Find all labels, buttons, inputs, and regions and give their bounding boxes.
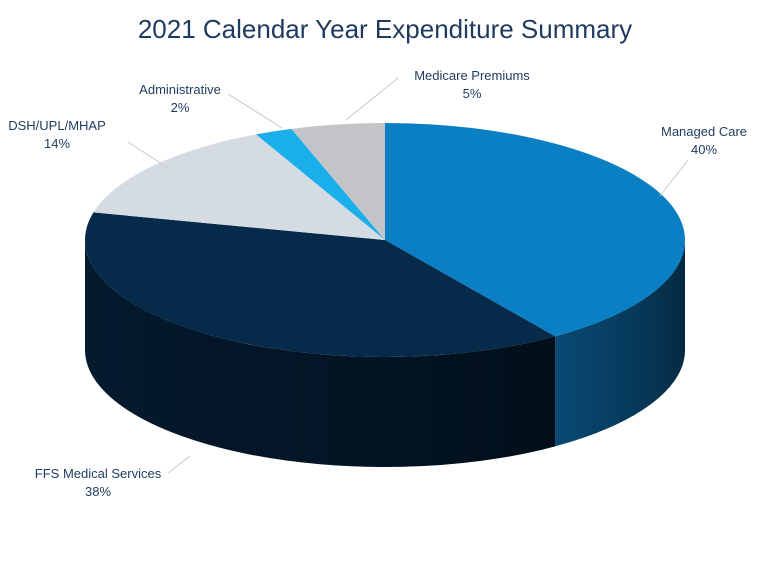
slice-administrative[interactable]: [256, 128, 385, 240]
slice-label-dsh-upl-mhap: DSH/UPL/MHAP: [8, 118, 106, 133]
slice-value-administrative: 2%: [171, 100, 190, 115]
leader-lines: [127, 77, 689, 474]
leader-line-administrative: [227, 93, 283, 129]
leader-line-managed-care: [659, 159, 689, 197]
slice-label-medicare-premiums: Medicare Premiums: [414, 68, 530, 83]
leader-line-dsh-upl-mhap: [127, 141, 169, 169]
pie-top-layer: [84, 123, 686, 358]
slice-value-managed-care: 40%: [691, 142, 717, 157]
slice-value-ffs-medical-services: 38%: [85, 484, 111, 499]
slice-labels: Managed Care 40% FFS Medical Services 38% DS…: [8, 68, 747, 499]
leader-line-ffs-medical-services: [167, 455, 191, 474]
slice-side-shade-ffs-medical-services: [85, 240, 556, 468]
slice-label-managed-care: Managed Care: [661, 124, 747, 139]
slice-value-dsh-upl-mhap: 14%: [44, 136, 70, 151]
leader-line-medicare-premiums: [345, 77, 399, 121]
slice-managed-care[interactable]: [385, 123, 686, 337]
slice-ffs-medical-services[interactable]: [84, 212, 556, 358]
pie-depth-layer: [85, 240, 685, 468]
slice-label-ffs-medical-services: FFS Medical Services: [35, 466, 162, 481]
chart-title: 2021 Calendar Year Expenditure Summary: [137, 14, 633, 44]
slice-side-shade-managed-care: [555, 240, 685, 447]
slice-label-administrative: Administrative: [139, 82, 221, 97]
slice-medicare-premiums[interactable]: [291, 123, 385, 240]
slice-value-medicare-premiums: 5%: [463, 86, 482, 101]
slice-dsh-upl-mhap[interactable]: [93, 134, 385, 240]
